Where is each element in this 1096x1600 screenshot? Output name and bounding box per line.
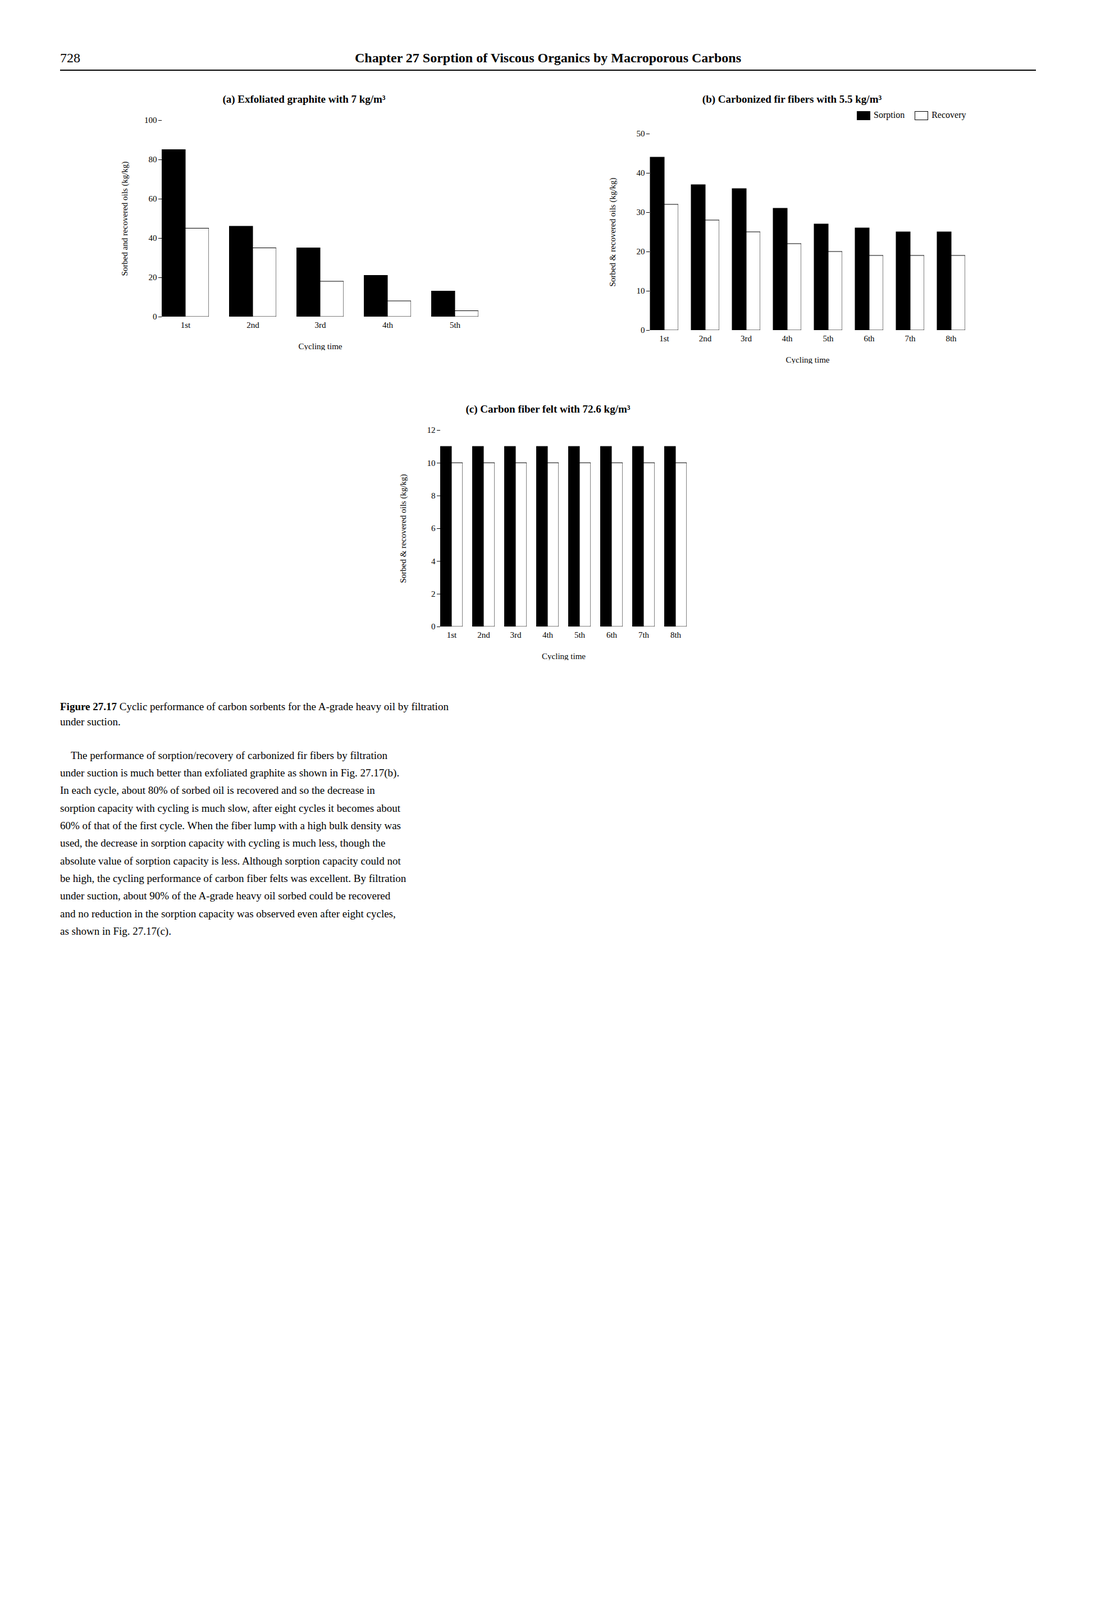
svg-text:Sorbed & recovered oils (kg/kg: Sorbed & recovered oils (kg/kg) (608, 177, 618, 287)
svg-text:8: 8 (431, 491, 436, 501)
svg-text:7th: 7th (638, 630, 650, 640)
html-text:The performance of sorption/re: The performance of sorption/recovery of … (60, 749, 407, 938)
html-text:Figure 27.17 Cyclic performanc: Figure 27.17 Cyclic performance of carbo… (60, 700, 449, 728)
svg-text:30: 30 (636, 208, 645, 218)
svg-text:1st: 1st (446, 630, 458, 640)
svg-text:1st: 1st (659, 334, 670, 344)
svg-text:4th: 4th (381, 320, 394, 330)
svg-text:Cycling time: Cycling time (785, 355, 830, 365)
svg-text:3rd: 3rd (510, 630, 522, 640)
svg-text:5th: 5th (822, 334, 834, 344)
svg-text:4: 4 (431, 556, 436, 566)
html-text:728: 728 (60, 50, 81, 66)
svg-text:3rd: 3rd (314, 320, 326, 330)
html-text:(c) Carbon fiber felt with 72.: (c) Carbon fiber felt with 72.6 kg/m³ (465, 403, 631, 416)
svg-text:6: 6 (431, 524, 436, 534)
svg-text:2nd: 2nd (477, 630, 491, 640)
svg-text:12: 12 (427, 426, 436, 436)
svg-text:4th: 4th (542, 630, 554, 640)
svg-text:5th: 5th (449, 320, 461, 330)
svg-text:40: 40 (148, 233, 157, 243)
svg-text:60: 60 (148, 194, 157, 204)
html-text:(a) Exfoliated graphite with 7: (a) Exfoliated graphite with 7 kg/m³ (222, 93, 386, 105)
html-text:(b) Carbonized fir fibers with: (b) Carbonized fir fibers with 5.5 kg/m³ (702, 93, 882, 105)
svg-text:7th: 7th (904, 334, 916, 344)
svg-text:40: 40 (636, 169, 645, 178)
svg-text:0: 0 (640, 326, 646, 336)
svg-text:10: 10 (427, 458, 436, 468)
svg-text:2nd: 2nd (246, 320, 260, 330)
svg-text:Sorbed and recovered oils (kg/: Sorbed and recovered oils (kg/kg) (120, 161, 130, 276)
svg-text:6th: 6th (606, 630, 618, 640)
svg-text:10: 10 (636, 286, 645, 296)
svg-text:50: 50 (636, 129, 645, 139)
svg-text:80: 80 (148, 154, 157, 164)
svg-text:6th: 6th (863, 334, 875, 344)
svg-text:Sorbed & recovered oils (kg/kg: Sorbed & recovered oils (kg/kg) (398, 474, 409, 584)
svg-text:2nd: 2nd (698, 334, 712, 344)
svg-text:8th: 8th (670, 630, 682, 640)
html-text:Sorption: Sorption (873, 110, 905, 120)
svg-text:1st: 1st (180, 320, 191, 330)
svg-text:4th: 4th (781, 334, 793, 344)
svg-text:5th: 5th (574, 630, 586, 640)
svg-text:Cycling time: Cycling time (541, 651, 586, 661)
svg-text:20: 20 (148, 272, 157, 282)
svg-text:3rd: 3rd (740, 334, 752, 344)
html-text:Chapter 27 Sorption of Viscous: Chapter 27 Sorption of Viscous Organics … (354, 50, 742, 66)
svg-text:Cycling time: Cycling time (298, 341, 342, 351)
svg-text:20: 20 (636, 247, 645, 257)
html-text:Recovery: Recovery (931, 110, 967, 120)
svg-text:8th: 8th (945, 334, 957, 344)
svg-text:2: 2 (431, 589, 436, 599)
svg-text:0: 0 (152, 312, 158, 322)
svg-text:0: 0 (431, 622, 436, 632)
svg-text:100: 100 (144, 115, 158, 125)
